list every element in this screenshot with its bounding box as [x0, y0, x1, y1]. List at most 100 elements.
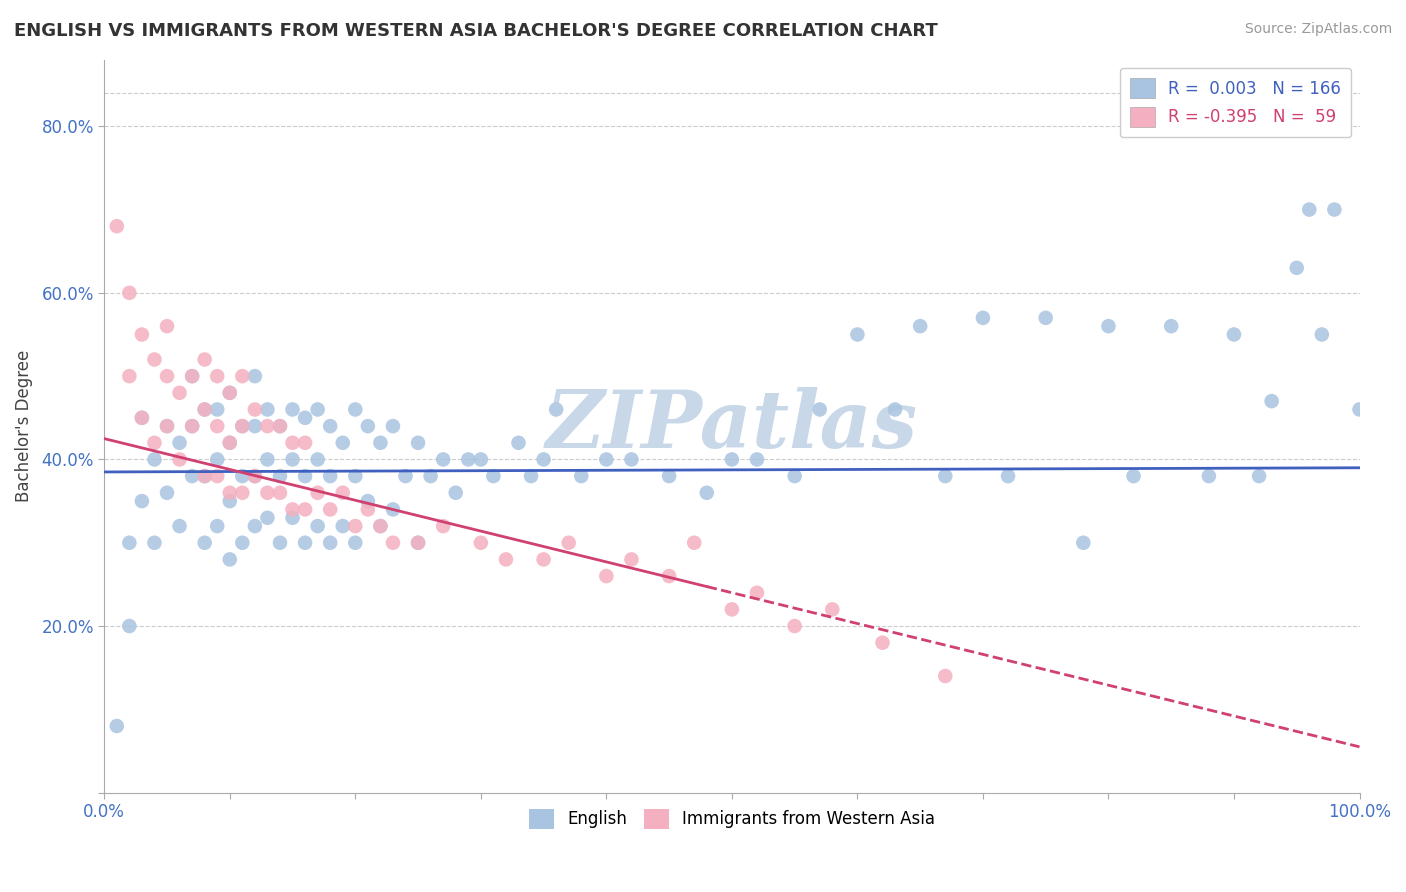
Point [281, 510, 304, 524]
Point [181, 369, 204, 384]
Point [470, 535, 492, 549]
Point [444, 485, 467, 500]
Point [1097, 319, 1119, 334]
Point [205, 402, 228, 417]
Point [533, 452, 555, 467]
Point [294, 535, 316, 549]
Point [419, 469, 441, 483]
Point [683, 535, 706, 549]
Point [205, 469, 228, 483]
Point [307, 452, 329, 467]
Point [105, 219, 128, 234]
Point [169, 385, 191, 400]
Point [370, 435, 392, 450]
Point [205, 519, 228, 533]
Point [143, 535, 166, 549]
Point [808, 402, 831, 417]
Point [457, 452, 479, 467]
Point [846, 327, 869, 342]
Point [118, 535, 141, 549]
Point [294, 469, 316, 483]
Point [595, 569, 617, 583]
Point [194, 352, 217, 367]
Point [508, 435, 530, 450]
Point [294, 410, 316, 425]
Point [256, 510, 278, 524]
Point [194, 402, 217, 417]
Point [432, 452, 454, 467]
Point [495, 552, 517, 566]
Point [218, 494, 240, 508]
Point [1323, 202, 1346, 217]
Point [218, 485, 240, 500]
Point [156, 319, 179, 334]
Point [1035, 310, 1057, 325]
Point [1073, 535, 1095, 549]
Point [307, 402, 329, 417]
Point [872, 636, 894, 650]
Point [243, 469, 266, 483]
Point [1223, 327, 1246, 342]
Point [546, 402, 568, 417]
Point [194, 535, 217, 549]
Point [381, 502, 404, 516]
Point [972, 310, 994, 325]
Point [294, 502, 316, 516]
Point [381, 419, 404, 434]
Point [332, 485, 354, 500]
Point [432, 519, 454, 533]
Point [357, 494, 380, 508]
Point [231, 535, 253, 549]
Point [696, 485, 718, 500]
Point [821, 602, 844, 616]
Point [118, 369, 141, 384]
Point [620, 452, 643, 467]
Point [131, 410, 153, 425]
Point [231, 369, 253, 384]
Point [118, 619, 141, 633]
Point [658, 569, 681, 583]
Point [169, 435, 191, 450]
Point [934, 669, 956, 683]
Point [344, 469, 367, 483]
Point [156, 419, 179, 434]
Point [256, 452, 278, 467]
Point [745, 585, 768, 599]
Point [269, 535, 291, 549]
Point [281, 452, 304, 467]
Point [344, 402, 367, 417]
Point [169, 452, 191, 467]
Point [783, 619, 806, 633]
Point [745, 452, 768, 467]
Point [533, 552, 555, 566]
Point [231, 469, 253, 483]
Point [520, 469, 543, 483]
Point [406, 435, 429, 450]
Point [557, 535, 579, 549]
Point [1298, 202, 1320, 217]
Point [1198, 469, 1220, 483]
Point [281, 502, 304, 516]
Point [394, 469, 416, 483]
Legend: English, Immigrants from Western Asia: English, Immigrants from Western Asia [522, 802, 942, 836]
Point [569, 469, 592, 483]
Point [357, 502, 380, 516]
Point [332, 519, 354, 533]
Point [243, 519, 266, 533]
Point [156, 485, 179, 500]
Point [131, 494, 153, 508]
Point [131, 410, 153, 425]
Y-axis label: Bachelor's Degree: Bachelor's Degree [15, 350, 32, 502]
Point [181, 419, 204, 434]
Point [658, 469, 681, 483]
Point [218, 435, 240, 450]
Point [243, 369, 266, 384]
Point [319, 535, 342, 549]
Point [281, 435, 304, 450]
Point [1122, 469, 1144, 483]
Point [131, 327, 153, 342]
Point [218, 552, 240, 566]
Point [169, 519, 191, 533]
Point [370, 519, 392, 533]
Point [721, 452, 744, 467]
